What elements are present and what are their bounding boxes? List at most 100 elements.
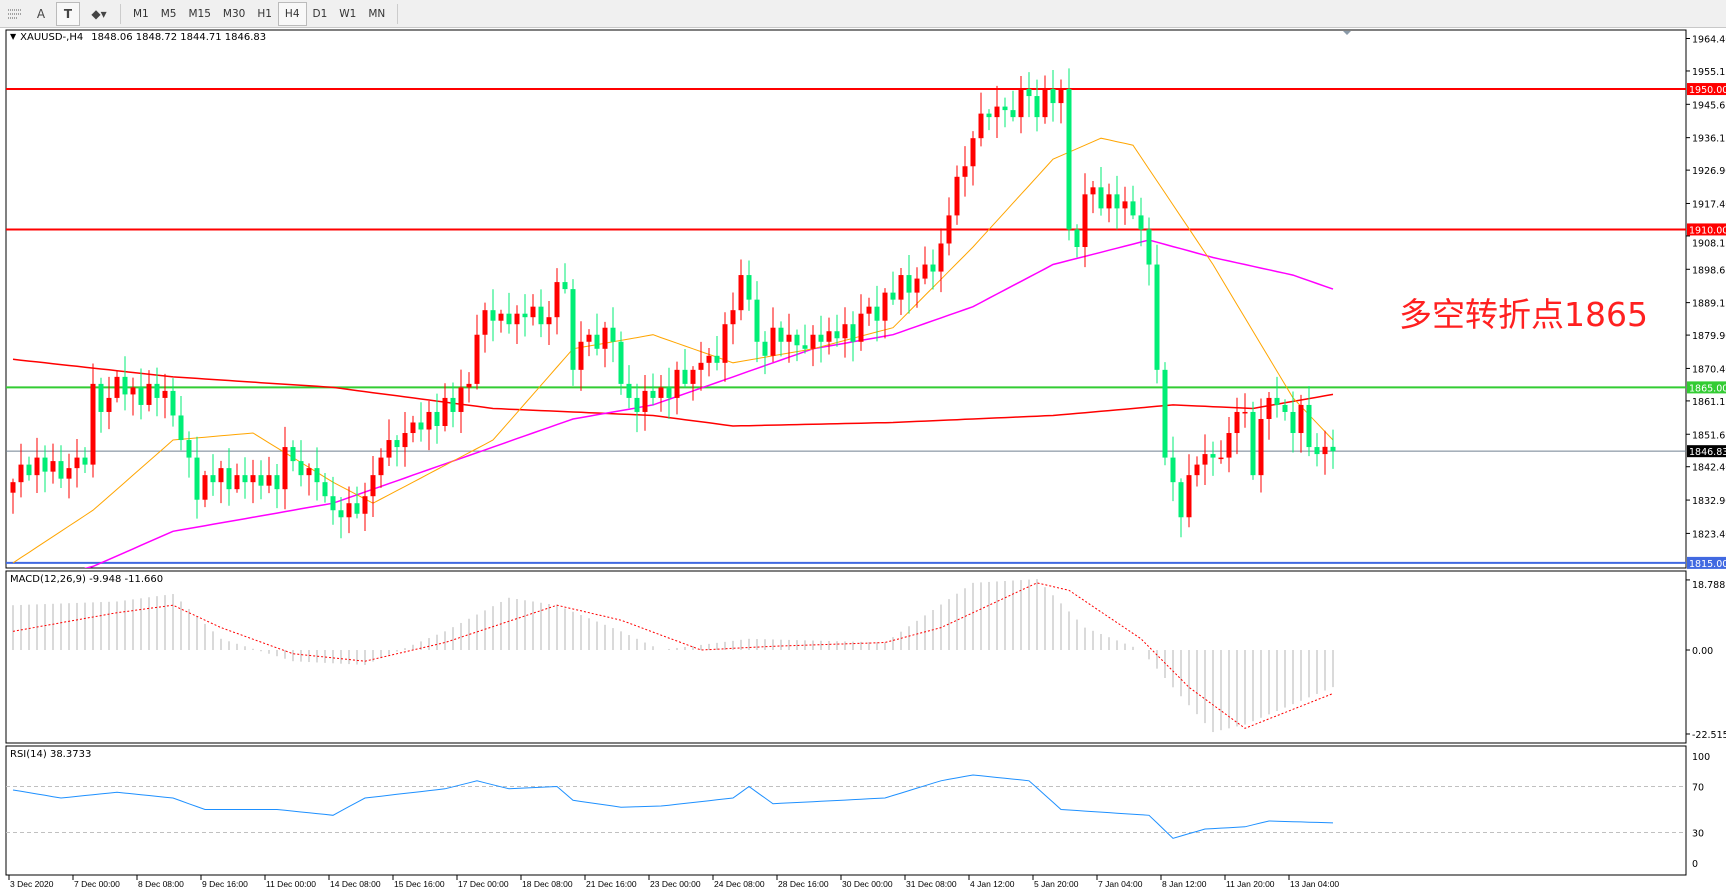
candle-body[interactable]: [410, 422, 416, 434]
candle-body[interactable]: [1210, 454, 1216, 458]
candle-body[interactable]: [1026, 89, 1032, 97]
candle-body[interactable]: [330, 496, 336, 511]
candle-body[interactable]: [1146, 229, 1152, 265]
candle-body[interactable]: [586, 334, 592, 342]
tf-m30[interactable]: M30: [222, 7, 246, 20]
candle-body[interactable]: [746, 275, 752, 300]
candle-body[interactable]: [1130, 201, 1136, 216]
candle-body[interactable]: [850, 324, 856, 342]
candle-body[interactable]: [50, 461, 56, 472]
candle-body[interactable]: [498, 313, 504, 321]
candle-body[interactable]: [922, 264, 928, 279]
candle-body[interactable]: [682, 369, 688, 384]
candle-body[interactable]: [314, 468, 320, 483]
candle-body[interactable]: [162, 390, 168, 398]
candle-body[interactable]: [74, 457, 80, 469]
candle-body[interactable]: [42, 457, 48, 472]
candle-body[interactable]: [266, 475, 272, 486]
candle-body[interactable]: [594, 334, 600, 349]
candle-body[interactable]: [34, 457, 40, 476]
candle-body[interactable]: [1170, 457, 1176, 483]
candle-body[interactable]: [1186, 475, 1192, 518]
candle-body[interactable]: [402, 433, 408, 448]
candle-body[interactable]: [122, 376, 128, 395]
candle-body[interactable]: [1002, 106, 1008, 111]
candle-body[interactable]: [274, 475, 280, 490]
candle-body[interactable]: [794, 334, 800, 346]
candle-body[interactable]: [914, 278, 920, 293]
candle-body[interactable]: [810, 334, 816, 349]
candle-body[interactable]: [738, 275, 744, 311]
candle-body[interactable]: [58, 461, 64, 479]
candle-body[interactable]: [690, 369, 696, 384]
candle-body[interactable]: [1106, 194, 1112, 209]
candle-body[interactable]: [1066, 89, 1072, 230]
candle-body[interactable]: [954, 176, 960, 216]
candle-body[interactable]: [514, 313, 520, 325]
candle-body[interactable]: [618, 341, 624, 384]
candle-body[interactable]: [786, 334, 792, 342]
candle-body[interactable]: [1154, 264, 1160, 370]
candle-body[interactable]: [890, 292, 896, 300]
candle-body[interactable]: [1090, 187, 1096, 195]
candle-body[interactable]: [1114, 194, 1120, 209]
candle-body[interactable]: [730, 310, 736, 325]
candle-body[interactable]: [1098, 187, 1104, 209]
candle-body[interactable]: [650, 390, 656, 398]
candle-body[interactable]: [610, 327, 616, 342]
candle-body[interactable]: [1010, 110, 1016, 118]
candle-body[interactable]: [378, 457, 384, 476]
candle-body[interactable]: [154, 383, 160, 398]
candle-body[interactable]: [1266, 397, 1272, 419]
candle-body[interactable]: [474, 334, 480, 384]
candle-body[interactable]: [658, 387, 664, 398]
candle-body[interactable]: [1138, 215, 1144, 230]
candle-body[interactable]: [458, 387, 464, 412]
collapse-triangle-icon[interactable]: ▼: [10, 32, 17, 41]
candle-body[interactable]: [778, 327, 784, 342]
candle-body[interactable]: [354, 503, 360, 514]
candle-body[interactable]: [178, 415, 184, 441]
candle-body[interactable]: [98, 383, 104, 412]
candle-body[interactable]: [882, 292, 888, 321]
tf-m15[interactable]: M15: [188, 7, 211, 20]
candle-body[interactable]: [1034, 96, 1040, 118]
tf-h4[interactable]: H4: [277, 1, 307, 26]
candle-body[interactable]: [762, 341, 768, 356]
candle-body[interactable]: [1082, 194, 1088, 247]
tf-d1[interactable]: D1: [312, 7, 328, 20]
candle-body[interactable]: [978, 113, 984, 139]
candle-body[interactable]: [1202, 454, 1208, 465]
candle-body[interactable]: [570, 289, 576, 370]
candle-body[interactable]: [1306, 404, 1312, 448]
candle-body[interactable]: [434, 411, 440, 427]
candle-body[interactable]: [282, 447, 288, 490]
candle-body[interactable]: [754, 299, 760, 342]
candle-body[interactable]: [714, 355, 720, 363]
candle-body[interactable]: [1050, 89, 1056, 104]
candle-body[interactable]: [1250, 411, 1256, 476]
candle-body[interactable]: [1218, 457, 1224, 460]
grid-icon[interactable]: [4, 3, 26, 25]
candle-body[interactable]: [370, 475, 376, 497]
candle-body[interactable]: [450, 397, 456, 412]
candle-body[interactable]: [306, 468, 312, 476]
tf-w1[interactable]: W1: [339, 7, 357, 20]
candle-body[interactable]: [522, 313, 528, 318]
candle-body[interactable]: [874, 306, 880, 321]
candle-body[interactable]: [578, 341, 584, 370]
candle-body[interactable]: [906, 275, 912, 293]
candle-body[interactable]: [1194, 464, 1200, 476]
chart-shift-marker-icon[interactable]: [1343, 31, 1351, 35]
candle-body[interactable]: [66, 468, 72, 479]
candle-body[interactable]: [1282, 404, 1288, 412]
candle-body[interactable]: [26, 464, 32, 476]
candle-body[interactable]: [106, 397, 112, 412]
candle-body[interactable]: [1162, 369, 1168, 458]
tf-h1[interactable]: H1: [257, 7, 272, 20]
candle-body[interactable]: [250, 475, 256, 483]
candle-body[interactable]: [18, 464, 24, 483]
candle-body[interactable]: [866, 306, 872, 314]
tf-m5[interactable]: M5: [160, 7, 177, 20]
